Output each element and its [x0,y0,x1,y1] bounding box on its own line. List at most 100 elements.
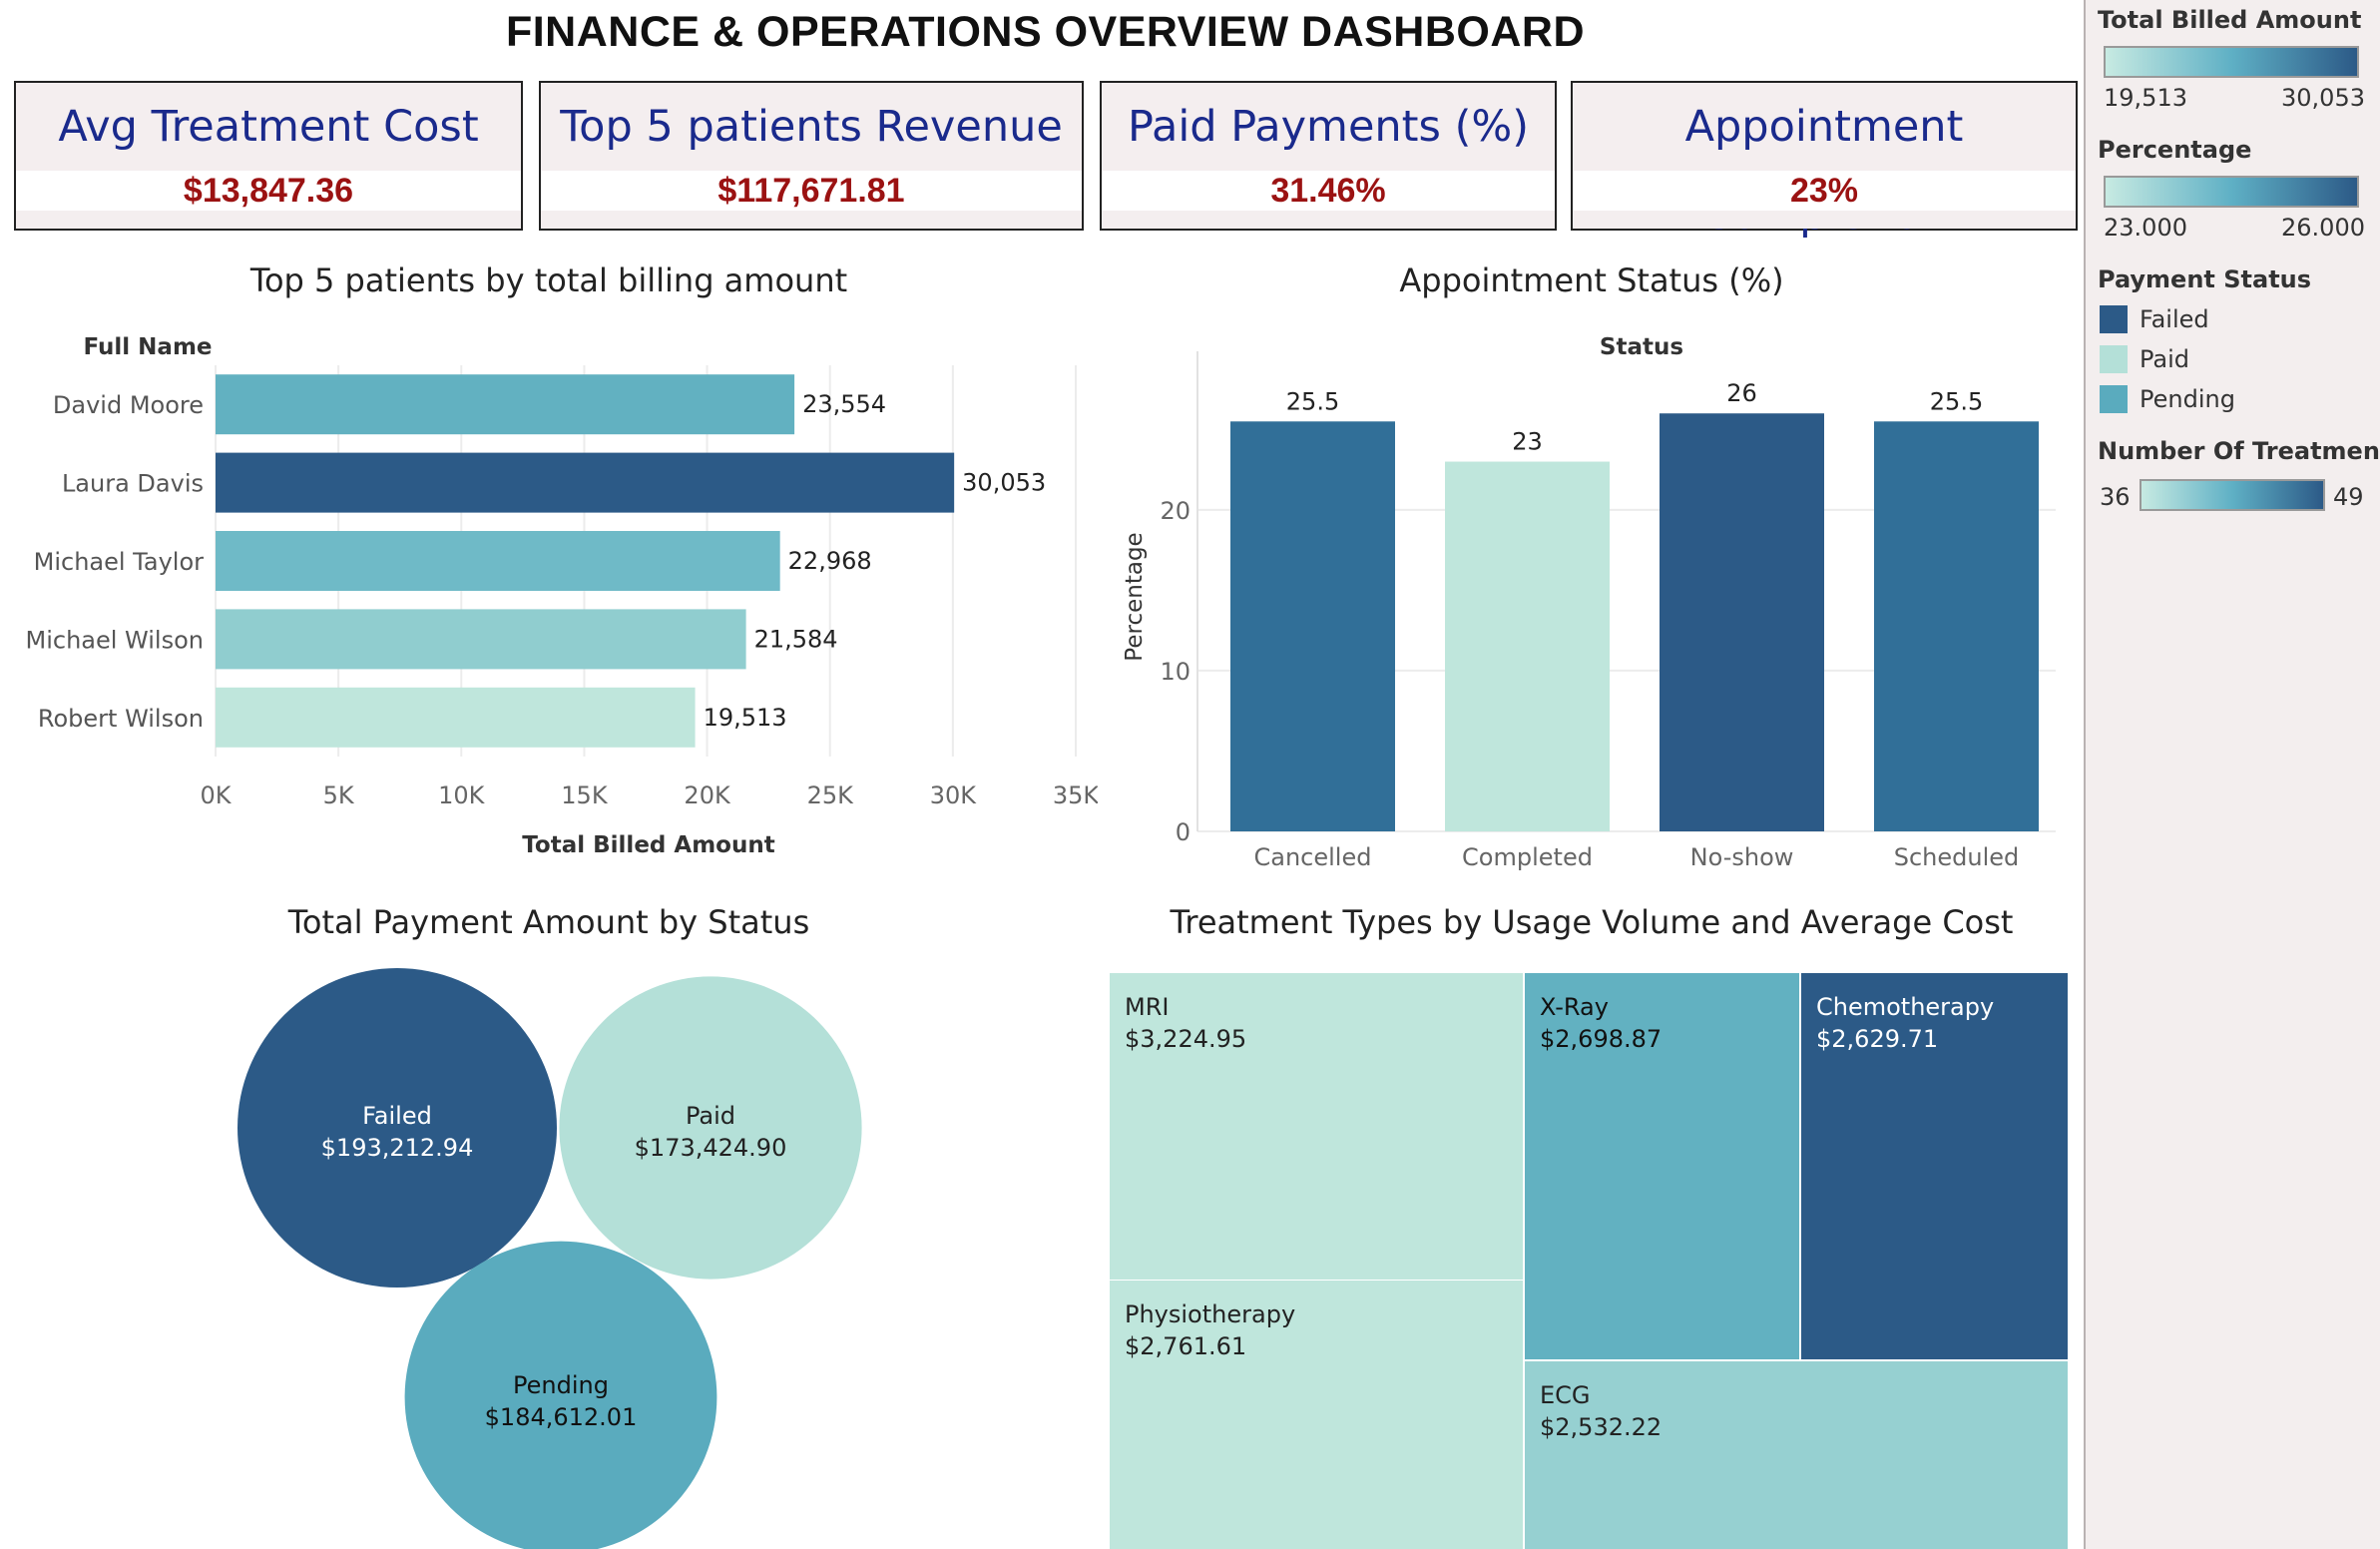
bar [1660,413,1824,831]
y-tick-label: 20 [1160,497,1190,525]
legend-gradient-billed [2104,46,2359,78]
data-label: 30,053 [962,469,1046,497]
treemap-cell [1110,973,1523,1280]
x-axis-title: Status [1600,334,1683,360]
bubble-value: $173,424.90 [635,1134,787,1162]
bar [216,609,746,670]
category-label: Michael Wilson [26,626,205,654]
kpi-value: 31.46% [1102,171,1555,211]
x-tick-label: 25K [807,781,855,809]
category-label: Michael Taylor [34,548,205,576]
data-label: 23 [1512,428,1543,456]
treemap-cell [1801,973,2068,1359]
treemap-label: MRI [1125,993,1169,1021]
appointment-status-bar-chart: 0 10 20 Status Percentage 25.5 Cancelled 23 Comp… [1122,334,2056,871]
legend-billed-max: 30,053 [2281,84,2365,112]
payment-status-bubble-chart: Failed $193,212.94 Paid $173,424.90 Pending $… [238,968,862,1549]
bar [216,531,780,591]
data-label: 19,513 [704,704,787,732]
bubble [238,968,557,1288]
treemap-value: $2,761.61 [1125,1332,1246,1360]
legend-swatch-failed [2100,305,2128,333]
treemap-label: Chemotherapy [1816,993,1994,1021]
kpi-card-appointment-completion: Appointment Completion 23% [1571,81,2078,240]
x-tick-label: 5K [323,781,355,809]
chart-title-appointment-status: Appointment Status (%) [1399,261,1784,299]
data-label: 25.5 [1930,387,1983,415]
x-tick-label: 15K [561,781,609,809]
bar [216,374,795,435]
chart-title-treatment-types: Treatment Types by Usage Volume and Aver… [1170,903,2014,941]
bar [1230,421,1395,831]
kpi-label: Paid Payments (%) [1102,83,1555,171]
data-label: 23,554 [802,390,886,418]
category-label: No-show [1690,843,1794,871]
treemap-value: $2,698.87 [1540,1025,1662,1053]
legend-treatments-max: 49 [2333,483,2364,511]
category-label: Scheduled [1894,843,2020,871]
legend-billed-min: 19,513 [2104,84,2187,112]
kpi-label: Top 5 patients Revenue [541,83,1082,171]
treemap-label: ECG [1540,1381,1591,1409]
kpi-value: $13,847.36 [16,171,521,211]
legend-swatch-pending [2100,385,2128,413]
bubble-label: Paid [686,1102,735,1130]
treatment-types-treemap: MRI $3,224.95 Physiotherapy $2,761.61 X-Ray $… [1110,973,2068,1549]
kpi-label: Avg Treatment Cost [16,83,521,171]
treemap-value: $2,629.71 [1816,1025,1938,1053]
kpi-value: $117,671.81 [541,171,1082,211]
category-label: Robert Wilson [38,705,204,733]
legend-title-payment-status: Payment Status [2098,265,2312,293]
bubble-value: $193,212.94 [321,1134,474,1162]
category-label: Completed [1462,843,1593,871]
bubble-value: $184,612.01 [485,1403,638,1431]
category-label: Laura Davis [62,470,204,498]
x-tick-label: 20K [684,781,731,809]
y-axis-title: Full Name [83,334,212,360]
legend-gradient-treatments [2140,479,2325,511]
data-label: 25.5 [1286,387,1339,415]
legend-percentage-min: 23.000 [2104,214,2187,242]
legend-title-billed: Total Billed Amount [2098,6,2362,34]
bar [216,687,696,748]
x-tick-label: 10K [438,781,486,809]
legend-gradient-percentage [2104,176,2359,208]
treemap-value: $3,224.95 [1125,1025,1246,1053]
treemap-cell [1110,1281,1523,1549]
y-axis-title: Percentage [1122,532,1148,661]
top5-patients-bar-chart: 0K 5K 10K 15K 20K 25K 30K 35K Full Name Total Bil… [26,334,1099,858]
x-tick-label: 30K [930,781,978,809]
bubble [404,1241,717,1549]
chart-title-top5-patients: Top 5 patients by total billing amount [249,261,848,299]
dashboard-title: FINANCE & OPERATIONS OVERVIEW DASHBOARD [505,8,1586,56]
x-axis-title: Total Billed Amount [522,832,774,858]
kpi-label: Appointment Completion [1573,83,2076,240]
legend-swatch-paid [2100,345,2128,373]
data-label: 21,584 [754,625,838,653]
legend-percentage-max: 26.000 [2281,214,2365,242]
treemap-cell [1525,1361,2068,1549]
x-tick-label: 35K [1053,781,1098,809]
legend-sidebar: Total Billed Amount 19,513 30,053 Percen… [2084,0,2380,1549]
y-tick-label: 0 [1176,818,1190,846]
legend-label-paid: Paid [2140,345,2190,373]
legend-treatments-min: 36 [2100,483,2131,511]
legend-label-failed: Failed [2140,305,2209,333]
x-tick-label: 0K [200,781,232,809]
kpi-card-top5-revenue: Top 5 patients Revenue $117,671.81 [539,81,1084,231]
treemap-label: Physiotherapy [1125,1300,1295,1328]
chart-title-payment-by-status: Total Payment Amount by Status [287,903,810,941]
legend-title-percentage: Percentage [2098,136,2252,164]
bubble [559,976,862,1280]
bar [1874,421,2039,831]
data-label: 26 [1726,379,1757,407]
legend-label-pending: Pending [2140,385,2235,413]
kpi-card-avg-treatment-cost: Avg Treatment Cost $13,847.36 [14,81,523,231]
bubble-label: Pending [513,1371,609,1399]
treemap-cell [1525,973,1799,1359]
treemap-label: X-Ray [1540,993,1609,1021]
treemap-value: $2,532.22 [1540,1413,1662,1441]
y-tick-label: 10 [1160,658,1190,686]
category-label: Cancelled [1254,843,1372,871]
